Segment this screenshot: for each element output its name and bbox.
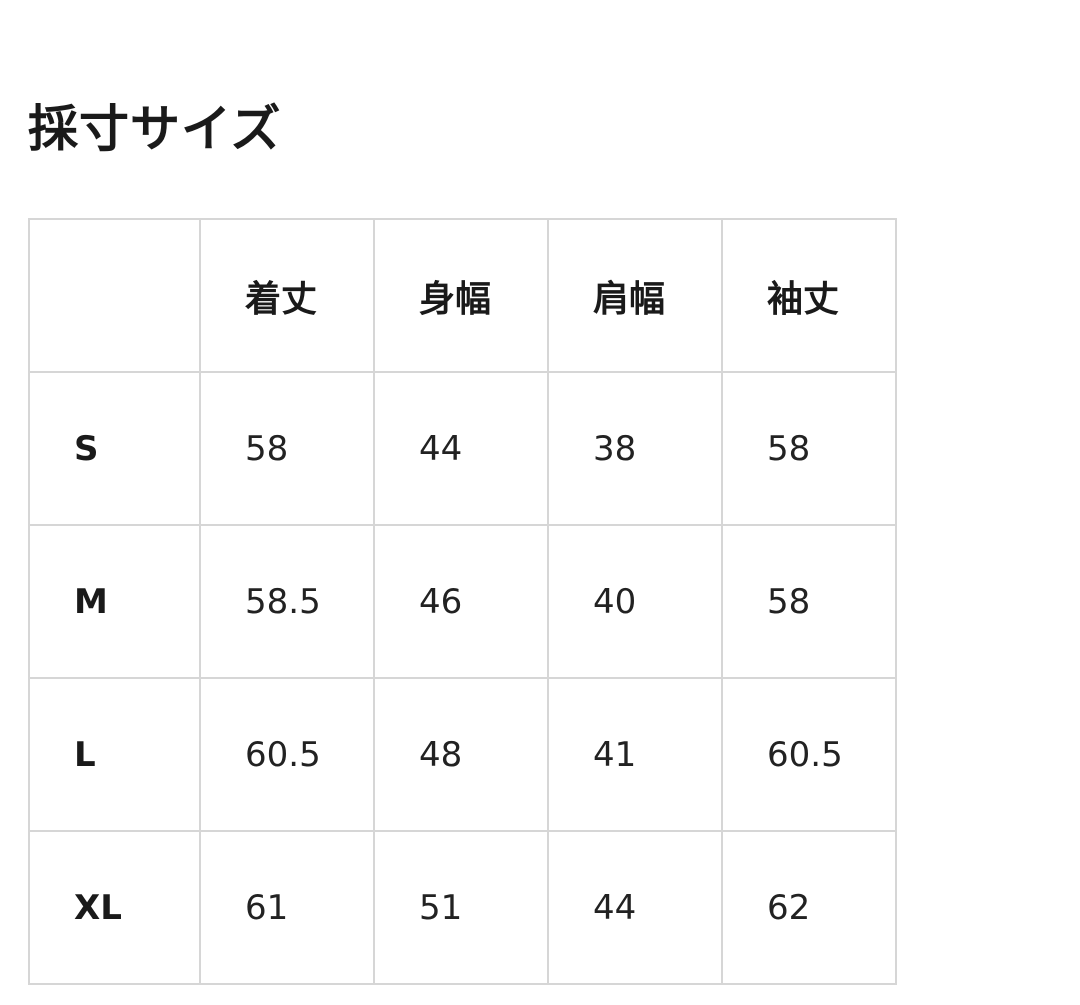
cell-value: 40: [547, 524, 723, 679]
header-sleeve-length: 袖丈: [721, 218, 897, 373]
cell-value: 58.5: [199, 524, 375, 679]
cell-value: 41: [547, 677, 723, 832]
header-row: 着丈 身幅 肩幅 袖丈: [28, 218, 897, 373]
cell-value: 51: [373, 830, 549, 985]
header-body-width: 身幅: [373, 218, 549, 373]
cell-value: 58: [199, 371, 375, 526]
cell-value: 48: [373, 677, 549, 832]
size-label: S: [28, 371, 201, 526]
cell-value: 46: [373, 524, 549, 679]
table-row: L 60.5 48 41 60.5: [28, 677, 897, 832]
table-row: M 58.5 46 40 58: [28, 524, 897, 679]
page-title: 採寸サイズ: [28, 100, 282, 158]
cell-value: 60.5: [721, 677, 897, 832]
cell-value: 44: [373, 371, 549, 526]
table-row: S 58 44 38 58: [28, 371, 897, 526]
cell-value: 62: [721, 830, 897, 985]
corner-cell: [28, 218, 201, 373]
cell-value: 61: [199, 830, 375, 985]
size-table: 着丈 身幅 肩幅 袖丈 S 58 44 38 58 M 58.5 46 40 5…: [28, 218, 897, 985]
cell-value: 58: [721, 524, 897, 679]
cell-value: 58: [721, 371, 897, 526]
size-label: XL: [28, 830, 201, 985]
size-label: M: [28, 524, 201, 679]
size-label: L: [28, 677, 201, 832]
cell-value: 44: [547, 830, 723, 985]
table-row: XL 61 51 44 62: [28, 830, 897, 985]
cell-value: 60.5: [199, 677, 375, 832]
header-length: 着丈: [199, 218, 375, 373]
header-shoulder-width: 肩幅: [547, 218, 723, 373]
cell-value: 38: [547, 371, 723, 526]
